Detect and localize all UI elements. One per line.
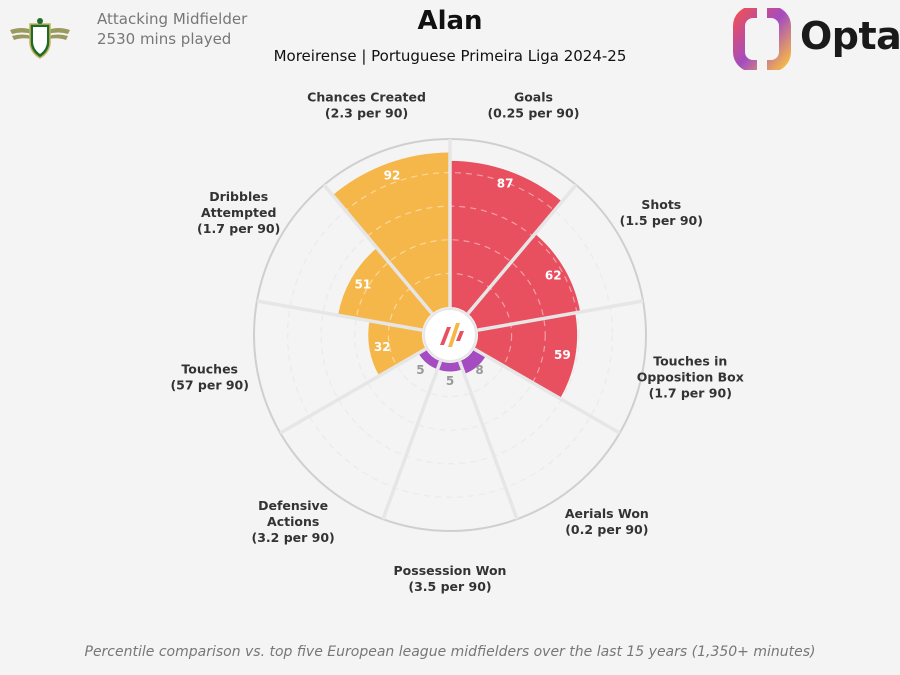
metric-label: Possession Won(3.5 per 90) [394, 563, 507, 594]
metric-label: Touches(57 per 90) [170, 361, 249, 392]
value-label: 5 [416, 363, 424, 377]
metric-label-line: Attempted [201, 205, 276, 220]
bar-possession-won [437, 361, 463, 372]
bar-defensive [418, 349, 441, 370]
metric-label-line: Possession Won [394, 563, 507, 578]
value-label: 5 [446, 374, 454, 388]
metric-label-line: Opposition Box [637, 369, 744, 384]
metric-label-line: Actions [267, 514, 319, 529]
header-left: Attacking Midfielder 2530 mins played [0, 0, 300, 70]
value-label: 62 [545, 268, 562, 282]
value-label: 8 [475, 363, 483, 377]
center-hub [423, 308, 477, 362]
metric-label-line: (2.3 per 90) [325, 106, 408, 121]
bar-goals [450, 160, 562, 314]
metric-label-line: Aerials Won [565, 506, 649, 521]
spoke-6 [381, 360, 443, 520]
metric-label-line: Touches in [653, 353, 727, 368]
opta-logo-icon [733, 8, 791, 70]
club-badge-icon [10, 18, 70, 59]
subtitle: Moreirense | Portuguese Primeira Liga 20… [273, 47, 627, 65]
metric-label-line: Touches [181, 361, 238, 376]
value-label: 32 [374, 340, 391, 354]
metric-label-line: (0.25 per 90) [487, 106, 579, 121]
spoke-3 [477, 299, 644, 332]
grid-overlay-2 [354, 239, 546, 431]
metric-label-line: Chances Created [307, 90, 426, 105]
spoke-7 [279, 347, 427, 435]
spoke-4 [473, 347, 621, 435]
bar-touches [368, 320, 426, 376]
metric-label-line: (1.5 per 90) [620, 213, 703, 228]
metric-label-line: Dribbles [209, 189, 268, 204]
metric-label-line: (1.7 per 90) [197, 221, 280, 236]
metric-label: Aerials Won(0.2 per 90) [565, 506, 649, 537]
metric-label-line: (3.5 per 90) [408, 579, 491, 594]
bar-shots [467, 233, 581, 331]
spoke-9 [322, 183, 434, 315]
footnote: Percentile comparison vs. top five Europ… [84, 644, 816, 660]
bar-dribbles [338, 247, 433, 331]
metric-label-line: Defensive [258, 498, 328, 513]
value-label: 59 [554, 348, 571, 362]
metric-label-line: (0.2 per 90) [565, 522, 648, 537]
opta-brand: Opta [800, 14, 900, 58]
metric-label-line: Goals [514, 90, 553, 105]
value-label: 87 [497, 177, 514, 191]
metric-label-line: (57 per 90) [170, 377, 249, 392]
metric-label: Goals(0.25 per 90) [487, 90, 579, 121]
spoke-5 [457, 360, 519, 520]
spoke-2 [466, 183, 578, 315]
player-role: Attacking Midfielder [97, 10, 248, 28]
bar-aerials-won [459, 349, 486, 374]
metric-label: Chances Created(2.3 per 90) [307, 90, 426, 121]
minutes-played: 2530 mins played [97, 30, 232, 48]
metric-label: Shots(1.5 per 90) [620, 197, 703, 228]
metric-label-line: (3.2 per 90) [252, 530, 335, 545]
bar-chances-created [332, 152, 450, 314]
spoke-8 [256, 299, 423, 332]
value-label: 51 [354, 278, 371, 292]
opta-hub-icon [440, 323, 464, 347]
value-label: 92 [384, 169, 401, 183]
metric-label-line: (1.7 per 90) [649, 385, 732, 400]
metric-label-line: Shots [641, 197, 681, 212]
bar-touches-in [474, 312, 578, 399]
player-name: Alan [417, 6, 483, 36]
